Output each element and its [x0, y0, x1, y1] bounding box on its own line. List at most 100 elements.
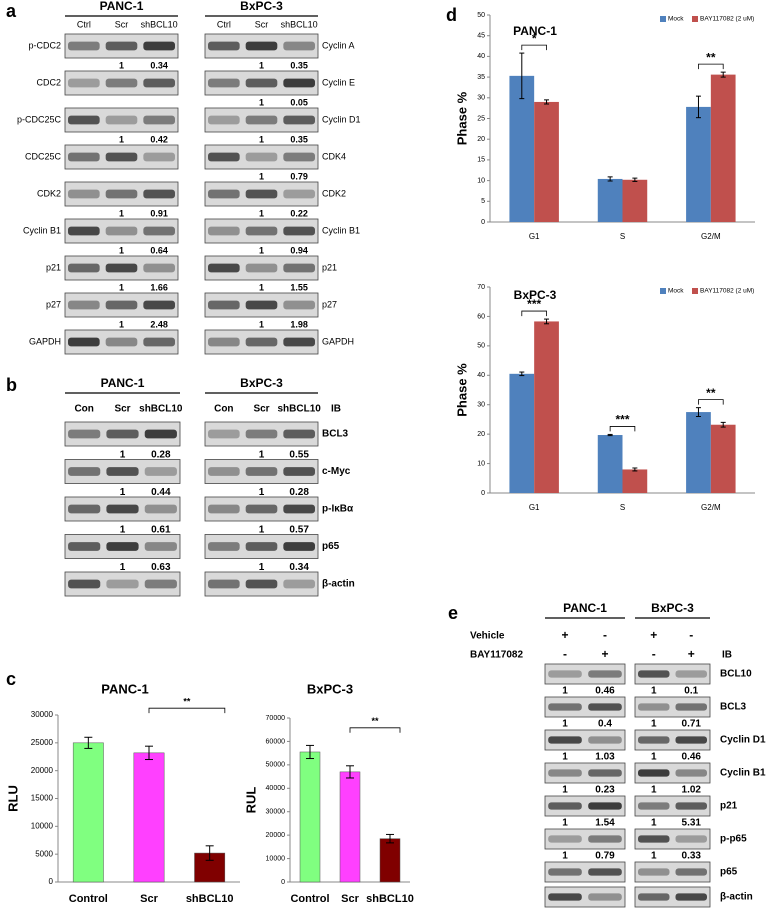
protein-label: CDK2 — [37, 188, 61, 198]
band — [548, 802, 582, 810]
band — [208, 226, 240, 236]
quant-value: 0.57 — [289, 525, 309, 536]
quant-value: 2.48 — [150, 319, 168, 329]
protein-label: p65 — [720, 867, 738, 878]
quant-value: 0.28 — [289, 487, 309, 498]
band — [588, 670, 622, 678]
quant-value: 0.34 — [150, 60, 168, 70]
quant-value: 1 — [259, 171, 264, 181]
quant-value: 1 — [651, 785, 657, 796]
protein-label: p21 — [46, 262, 61, 272]
quant-value: 5.31 — [682, 818, 702, 829]
protein-label: GAPDH — [29, 336, 61, 346]
bar — [622, 469, 648, 493]
lane-label: Scr — [255, 19, 269, 29]
y-tick-label: 20000 — [266, 832, 286, 839]
y-axis-label: Phase % — [454, 91, 469, 145]
panel-letter: d — [446, 5, 457, 25]
quant-value: 1 — [119, 282, 124, 292]
band — [588, 835, 622, 843]
y-tick-label: 10 — [477, 177, 485, 184]
quant-value: 0.79 — [290, 171, 308, 181]
chart-title: PANC-1 — [513, 24, 557, 38]
band — [105, 78, 138, 88]
band — [68, 467, 101, 476]
y-tick-label: 10 — [477, 460, 485, 467]
band — [245, 78, 278, 88]
lane-label: Scr — [114, 404, 130, 415]
protein-label: Cyclin E — [322, 77, 355, 87]
significance-bracket — [521, 310, 547, 317]
bar — [509, 373, 535, 493]
y-tick-label: 30 — [477, 95, 485, 102]
band — [68, 41, 100, 51]
band — [208, 542, 240, 551]
quant-value: 1 — [651, 686, 657, 697]
protein-label: p-CDC2 — [28, 40, 61, 50]
quant-value: 1 — [562, 785, 568, 796]
significance-bracket — [521, 44, 547, 51]
quant-value: 0.22 — [290, 208, 308, 218]
quant-value: 1 — [259, 245, 264, 255]
band — [245, 263, 278, 273]
quant-value: 1.98 — [290, 319, 308, 329]
band — [245, 579, 278, 589]
protein-label: BCL10 — [720, 669, 752, 680]
significance-bracket — [609, 426, 636, 432]
cell-line-label: BxPC-3 — [651, 601, 694, 615]
band — [68, 429, 101, 439]
bar — [299, 751, 321, 883]
band — [283, 41, 315, 51]
quant-value: 1 — [259, 282, 264, 292]
band — [143, 189, 175, 199]
x-tick-label: S — [620, 232, 625, 241]
bar — [194, 852, 226, 883]
x-tick-label: shBCL10 — [366, 893, 414, 905]
blot — [544, 663, 626, 685]
quant-value: 0.91 — [150, 208, 168, 218]
band — [105, 115, 138, 125]
band — [675, 868, 707, 876]
quant-value: 1 — [651, 818, 657, 829]
blot — [544, 861, 626, 883]
blot — [544, 795, 626, 817]
quant-value: 0.34 — [289, 562, 309, 573]
band — [548, 893, 582, 901]
treatment-sign: + — [561, 628, 568, 642]
quant-value: 1 — [119, 208, 124, 218]
cell-line-label: PANC-1 — [100, 0, 144, 13]
band — [548, 670, 582, 678]
band — [144, 504, 177, 514]
band — [283, 429, 315, 439]
band — [588, 736, 622, 744]
treatment-label: Vehicle — [470, 631, 505, 642]
quant-value: 0.64 — [150, 245, 168, 255]
band — [143, 300, 175, 310]
band — [548, 703, 582, 711]
band — [283, 337, 315, 347]
quant-value: 0.35 — [290, 134, 308, 144]
y-tick-label: 25 — [477, 115, 485, 122]
x-tick-label: Scr — [341, 893, 359, 905]
quant-value: 1 — [119, 60, 124, 70]
band — [638, 802, 670, 810]
quant-value: 1.55 — [290, 282, 308, 292]
band — [283, 226, 315, 236]
blot — [634, 861, 711, 883]
quant-value: 0.63 — [151, 562, 171, 573]
bar — [622, 179, 648, 222]
band — [548, 769, 582, 777]
band — [675, 893, 707, 901]
treatment-sign: - — [603, 628, 607, 642]
quant-value: 0.71 — [682, 719, 702, 730]
quant-value: 0.61 — [151, 525, 171, 536]
y-axis-label: RUL — [243, 787, 258, 814]
quant-value: 1 — [259, 487, 265, 498]
protein-label: p21 — [720, 801, 738, 812]
y-axis-label: Phase % — [454, 363, 469, 417]
band — [68, 189, 100, 199]
band — [143, 41, 175, 51]
lane-label: Ctrl — [217, 19, 231, 29]
cell-line-label: BxPC-3 — [240, 0, 283, 13]
band — [68, 337, 100, 347]
